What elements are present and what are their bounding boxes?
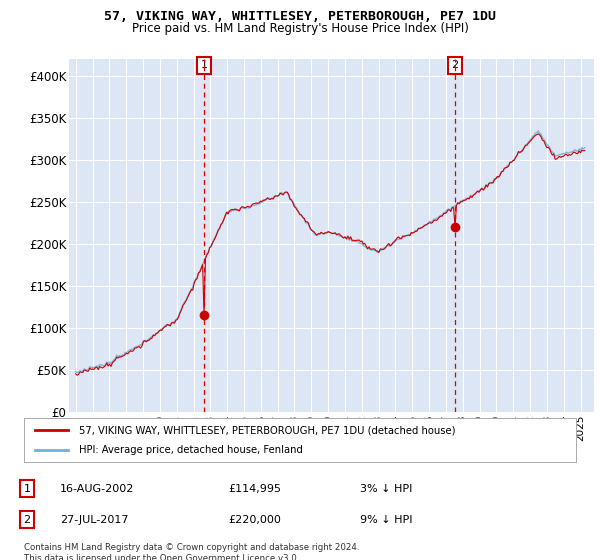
Text: 9% ↓ HPI: 9% ↓ HPI bbox=[360, 515, 413, 525]
Text: 3% ↓ HPI: 3% ↓ HPI bbox=[360, 484, 412, 494]
Text: 2: 2 bbox=[23, 515, 31, 525]
Text: HPI: Average price, detached house, Fenland: HPI: Average price, detached house, Fenl… bbox=[79, 445, 303, 455]
Text: 1: 1 bbox=[200, 60, 208, 70]
Text: 16-AUG-2002: 16-AUG-2002 bbox=[60, 484, 134, 494]
Text: Price paid vs. HM Land Registry's House Price Index (HPI): Price paid vs. HM Land Registry's House … bbox=[131, 22, 469, 35]
Text: 27-JUL-2017: 27-JUL-2017 bbox=[60, 515, 128, 525]
Text: 57, VIKING WAY, WHITTLESEY, PETERBOROUGH, PE7 1DU: 57, VIKING WAY, WHITTLESEY, PETERBOROUGH… bbox=[104, 10, 496, 23]
Text: £220,000: £220,000 bbox=[228, 515, 281, 525]
Text: 1: 1 bbox=[23, 484, 31, 494]
Text: Contains HM Land Registry data © Crown copyright and database right 2024.
This d: Contains HM Land Registry data © Crown c… bbox=[24, 543, 359, 560]
Text: 57, VIKING WAY, WHITTLESEY, PETERBOROUGH, PE7 1DU (detached house): 57, VIKING WAY, WHITTLESEY, PETERBOROUGH… bbox=[79, 425, 456, 435]
Text: £114,995: £114,995 bbox=[228, 484, 281, 494]
Text: 2: 2 bbox=[451, 60, 458, 70]
